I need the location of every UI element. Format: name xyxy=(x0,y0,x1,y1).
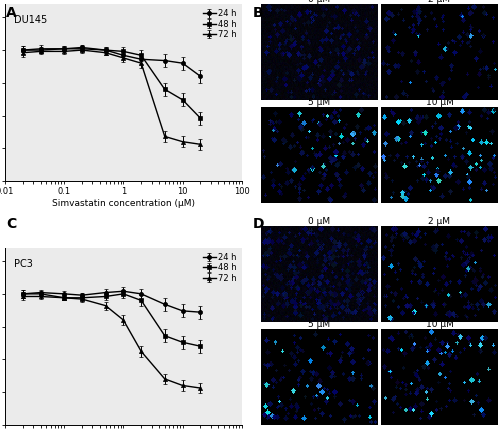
Text: PC3: PC3 xyxy=(14,259,32,269)
Text: DU145: DU145 xyxy=(14,15,47,25)
Text: B: B xyxy=(252,6,263,21)
Legend: 24 h, 48 h, 72 h: 24 h, 48 h, 72 h xyxy=(200,250,240,286)
Title: 10 μM: 10 μM xyxy=(426,98,454,107)
Title: 5 μM: 5 μM xyxy=(308,98,330,107)
Title: 0 μM: 0 μM xyxy=(308,0,330,4)
Legend: 24 h, 48 h, 72 h: 24 h, 48 h, 72 h xyxy=(200,6,240,42)
Title: 10 μM: 10 μM xyxy=(426,320,454,329)
Title: 2 μM: 2 μM xyxy=(428,218,450,227)
Title: 0 μM: 0 μM xyxy=(308,218,330,227)
Text: A: A xyxy=(6,6,17,21)
Title: 5 μM: 5 μM xyxy=(308,320,330,329)
Text: C: C xyxy=(6,217,16,231)
X-axis label: Simvastatin concentration (μM): Simvastatin concentration (μM) xyxy=(52,199,195,208)
Title: 2 μM: 2 μM xyxy=(428,0,450,4)
Text: D: D xyxy=(252,217,264,231)
